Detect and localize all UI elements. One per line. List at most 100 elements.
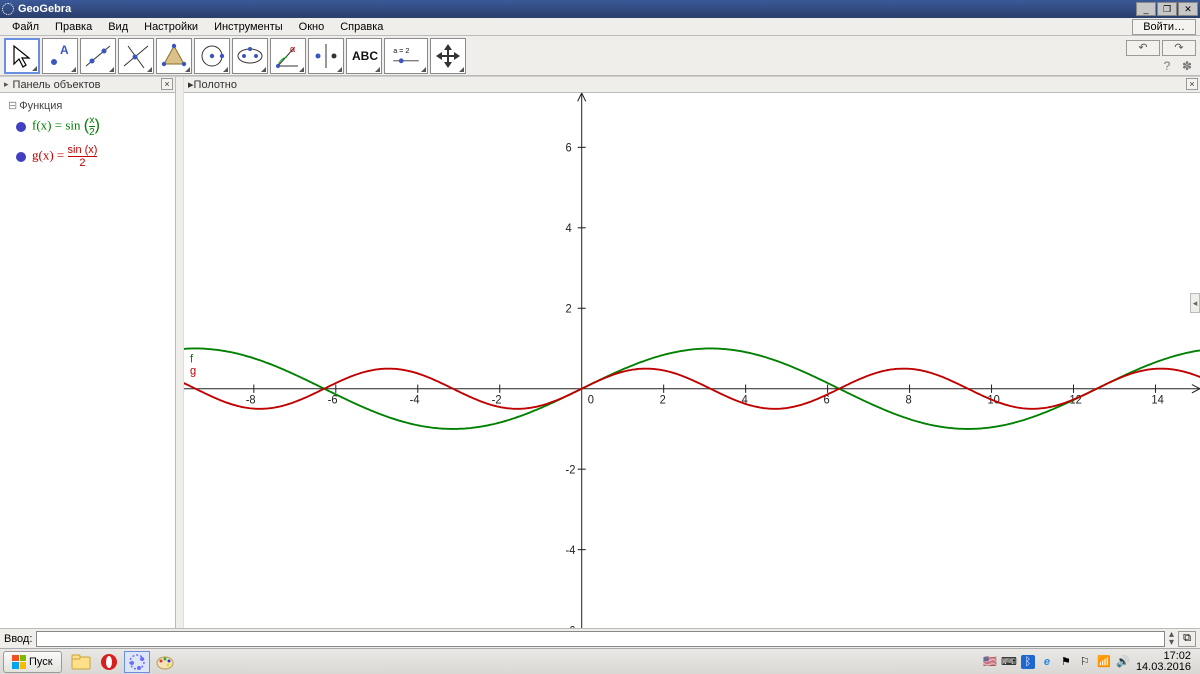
function-f[interactable]: f(x) = sin (x2) xyxy=(16,116,169,137)
close-button[interactable]: ✕ xyxy=(1178,2,1198,16)
svg-text:ABC: ABC xyxy=(352,49,378,63)
svg-text:a = 2: a = 2 xyxy=(393,45,409,54)
workspace: ▸ Панель объектов × ⊟Функция f(x) = sin … xyxy=(0,76,1200,628)
reflect-tool[interactable] xyxy=(308,38,344,74)
graphics-panel: ▸ Полотно × -12-10-8-6-4-20246810121416-… xyxy=(184,77,1200,628)
symbol-button[interactable]: ⧉ xyxy=(1178,631,1196,647)
svg-text:6: 6 xyxy=(566,142,572,154)
algebra-panel-header[interactable]: ▸ Панель объектов × xyxy=(0,77,175,93)
slider-tool[interactable]: a = 2 xyxy=(384,38,428,74)
input-label: Ввод: xyxy=(4,633,32,645)
maximize-button[interactable]: ❐ xyxy=(1157,2,1177,16)
tray-flag-us-icon[interactable]: 🇺🇸 xyxy=(983,655,997,669)
app-title: GeoGebra xyxy=(18,3,71,15)
start-button[interactable]: Пуск xyxy=(3,651,62,673)
function-g[interactable]: g(x) = sin (x)2 xyxy=(16,145,169,168)
graphics-close-button[interactable]: × xyxy=(1186,78,1198,90)
svg-text:8: 8 xyxy=(906,394,912,406)
tray-antivirus-icon[interactable]: ⚑ xyxy=(1059,655,1073,669)
category-label: ⊟Функция xyxy=(8,99,169,112)
svg-text:A: A xyxy=(60,43,69,57)
time: 17:02 xyxy=(1136,651,1191,662)
input-bar: Ввод: ▴▾ ⧉ xyxy=(0,628,1200,648)
style-bar-toggle[interactable]: ◂ xyxy=(1190,293,1200,313)
svg-text:-4: -4 xyxy=(410,394,420,406)
help-button[interactable]: ? xyxy=(1158,58,1176,74)
visibility-toggle[interactable] xyxy=(16,152,26,162)
menu-настройки[interactable]: Настройки xyxy=(136,19,206,35)
menu-файл[interactable]: Файл xyxy=(4,19,47,35)
tray-ie-icon[interactable]: e xyxy=(1040,655,1054,669)
svg-text:-2: -2 xyxy=(566,464,576,476)
svg-text:-6: -6 xyxy=(328,394,338,406)
svg-text:2: 2 xyxy=(660,394,666,406)
svg-text:g: g xyxy=(190,365,196,377)
tool-buttons: Aα ABC a = 2 xyxy=(4,38,466,74)
svg-text:-4: -4 xyxy=(566,545,576,557)
collapse-icon: ▸ xyxy=(4,79,9,90)
menu-справка[interactable]: Справка xyxy=(332,19,391,35)
login-button[interactable]: Войти… xyxy=(1132,19,1196,35)
toolbar-right: ↶ ↷ ? ✽ xyxy=(1126,38,1196,74)
algebra-tree: ⊟Функция f(x) = sin (x2) g(x) = sin (x)2 xyxy=(0,93,175,180)
plot-svg: -12-10-8-6-4-20246810121416-6-4-2246fg xyxy=(184,93,1200,628)
taskbar-item-paint[interactable] xyxy=(152,651,178,673)
graphics-panel-title: Полотно xyxy=(194,79,237,91)
move-view-tool[interactable] xyxy=(430,38,466,74)
ellipse-tool[interactable] xyxy=(232,38,268,74)
svg-text:α: α xyxy=(290,44,295,54)
svg-text:0: 0 xyxy=(588,394,594,406)
taskbar-item-explorer[interactable] xyxy=(68,651,94,673)
taskbar-item-geogebra[interactable] xyxy=(124,651,150,673)
move-tool[interactable] xyxy=(4,38,40,74)
tray-input-icon[interactable]: ⌨ xyxy=(1002,655,1016,669)
tray-action-icon[interactable]: ⚐ xyxy=(1078,655,1092,669)
menubar: ФайлПравкаВидНастройкиИнструментыОкноСпр… xyxy=(0,18,1200,36)
svg-text:14: 14 xyxy=(1151,394,1163,406)
command-input[interactable] xyxy=(36,631,1165,647)
text-tool[interactable]: ABC xyxy=(346,38,382,74)
circle-tool[interactable] xyxy=(194,38,230,74)
undo-button[interactable]: ↶ xyxy=(1126,40,1160,56)
quick-launch xyxy=(66,651,180,673)
plot-area[interactable]: -12-10-8-6-4-20246810121416-6-4-2246fg ◂ xyxy=(184,93,1200,628)
polygon-tool[interactable] xyxy=(156,38,192,74)
point-tool[interactable]: A xyxy=(42,38,78,74)
algebra-close-button[interactable]: × xyxy=(161,78,173,90)
redo-button[interactable]: ↷ xyxy=(1162,40,1196,56)
algebra-panel-title: Панель объектов xyxy=(13,79,101,91)
start-label: Пуск xyxy=(29,656,53,668)
splitter[interactable] xyxy=(176,77,184,628)
menu-правка[interactable]: Правка xyxy=(47,19,100,35)
system-tray: 🇺🇸 ⌨ ᛒe ⚑ ⚐ 📶 🔊 17:02 14.03.2016 xyxy=(983,651,1197,673)
history-buttons[interactable]: ▴▾ xyxy=(1169,631,1174,647)
svg-text:-8: -8 xyxy=(246,394,256,406)
angle-tool[interactable]: α xyxy=(270,38,306,74)
tray-volume-icon[interactable]: 🔊 xyxy=(1116,655,1130,669)
svg-text:4: 4 xyxy=(566,223,572,235)
menu-вид[interactable]: Вид xyxy=(100,19,136,35)
graphics-panel-header[interactable]: ▸ Полотно × xyxy=(184,77,1200,93)
date: 14.03.2016 xyxy=(1136,662,1191,673)
line-tool[interactable] xyxy=(80,38,116,74)
tray-bluetooth-icon[interactable]: ᛒ xyxy=(1021,655,1035,669)
menu-инструменты[interactable]: Инструменты xyxy=(206,19,291,35)
algebra-panel: ▸ Панель объектов × ⊟Функция f(x) = sin … xyxy=(0,77,176,628)
taskbar: Пуск 🇺🇸 ⌨ ᛒe ⚑ ⚐ 📶 🔊 17:02 14.03.2016 xyxy=(0,648,1200,674)
windows-logo-icon xyxy=(12,655,26,669)
taskbar-item-opera[interactable] xyxy=(96,651,122,673)
app-icon xyxy=(2,3,14,15)
settings-button[interactable]: ✽ xyxy=(1178,58,1196,74)
visibility-toggle[interactable] xyxy=(16,122,26,132)
menu-окно[interactable]: Окно xyxy=(291,19,333,35)
perpendicular-tool[interactable] xyxy=(118,38,154,74)
function-expression: f(x) = sin (x2) xyxy=(32,116,100,137)
svg-text:2: 2 xyxy=(566,303,572,315)
toolbar: Aα ABC a = 2 ↶ ↷ ? ✽ xyxy=(0,36,1200,76)
menu-items: ФайлПравкаВидНастройкиИнструментыОкноСпр… xyxy=(4,21,391,33)
minimize-button[interactable]: _ xyxy=(1136,2,1156,16)
tray-network-icon[interactable]: 📶 xyxy=(1097,655,1111,669)
clock[interactable]: 17:02 14.03.2016 xyxy=(1136,651,1191,673)
function-expression: g(x) = sin (x)2 xyxy=(32,145,97,168)
svg-text:f: f xyxy=(190,353,194,365)
